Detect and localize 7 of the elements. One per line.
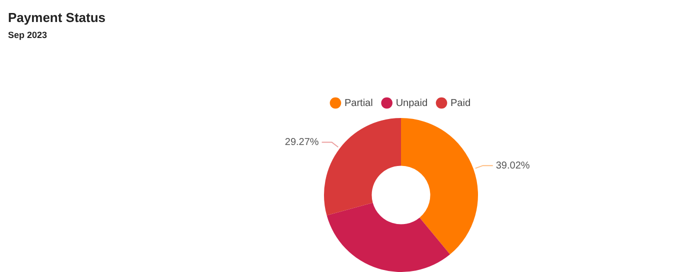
- data-label: 29.27%: [284, 137, 319, 148]
- legend-label: Partial: [344, 98, 373, 109]
- text: Sep 2023: [8, 30, 48, 40]
- text: Payment Status: [8, 10, 106, 25]
- legend-label: Unpaid: [396, 98, 428, 109]
- legend-label: Paid: [450, 98, 471, 109]
- data-label: 39.02%: [496, 160, 530, 172]
